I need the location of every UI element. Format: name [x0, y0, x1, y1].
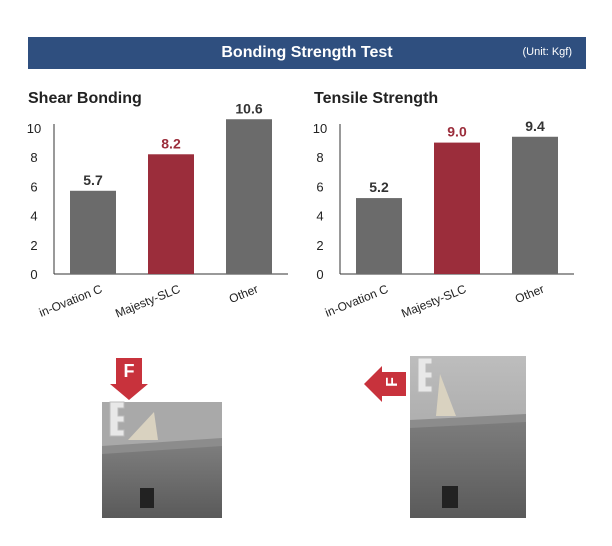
bar	[148, 154, 194, 274]
bar	[356, 198, 402, 274]
sample-cylinder	[128, 412, 158, 440]
data-label: 9.0	[447, 124, 467, 140]
bar	[512, 136, 558, 274]
y-tick-label: 6	[316, 179, 323, 194]
tensile-chart-title: Tensile Strength	[314, 90, 439, 107]
y-tick-label: 10	[313, 121, 327, 136]
force-arrow-left-icon	[364, 366, 406, 402]
force-arrow-down-icon	[110, 358, 148, 400]
shear-chart-title: Shear Bonding	[28, 90, 142, 107]
bar	[226, 119, 272, 275]
data-label: 10.6	[235, 100, 262, 116]
shear-bonding-chart: 0 2 4 6 8 10 5.7 in-Ovation C 8.2 Majesty-SLC 10.6…	[27, 100, 288, 321]
unit-label: (Unit: Kgf)	[522, 46, 572, 58]
data-label: 9.4	[525, 118, 545, 134]
x-tick-label: Other	[513, 282, 546, 306]
sample-cylinder	[436, 374, 456, 416]
title-banner: Bonding Strength Test (Unit: Kgf)	[28, 37, 586, 69]
y-tick-label: 2	[316, 238, 323, 253]
shear-force-label: F	[123, 361, 135, 381]
x-tick-label: in-Ovation C	[323, 282, 390, 320]
x-tick-label: Other	[227, 282, 260, 306]
tensile-strength-chart: 0 2 4 6 8 10 5.2 in-Ovation C 9.0 Majesty-SLC 9.4 O…	[313, 118, 574, 321]
bracket-icon	[417, 357, 433, 393]
data-label: 8.2	[161, 135, 181, 151]
tensile-force-label: F	[384, 377, 401, 387]
page-title: Bonding Strength Test	[221, 44, 393, 61]
y-tick-label: 8	[30, 150, 37, 165]
y-tick-label: 4	[316, 209, 323, 224]
y-tick-label: 0	[30, 267, 37, 282]
bracket-icon	[109, 401, 125, 437]
y-tick-label: 8	[316, 150, 323, 165]
bar	[70, 190, 116, 274]
x-tick-label: in-Ovation C	[37, 282, 104, 320]
y-tick-label: 0	[316, 267, 323, 282]
shear-test-photo	[102, 358, 222, 518]
data-label: 5.7	[83, 172, 103, 188]
data-label: 5.2	[369, 179, 389, 195]
y-tick-label: 2	[30, 238, 37, 253]
x-tick-label: Majesty-SLC	[113, 282, 182, 321]
x-tick-label: Majesty-SLC	[399, 282, 468, 321]
bar	[434, 142, 480, 274]
y-tick-label: 6	[30, 179, 37, 194]
y-tick-label: 4	[30, 209, 37, 224]
tensile-test-photo	[364, 356, 526, 518]
y-tick-label: 10	[27, 121, 41, 136]
